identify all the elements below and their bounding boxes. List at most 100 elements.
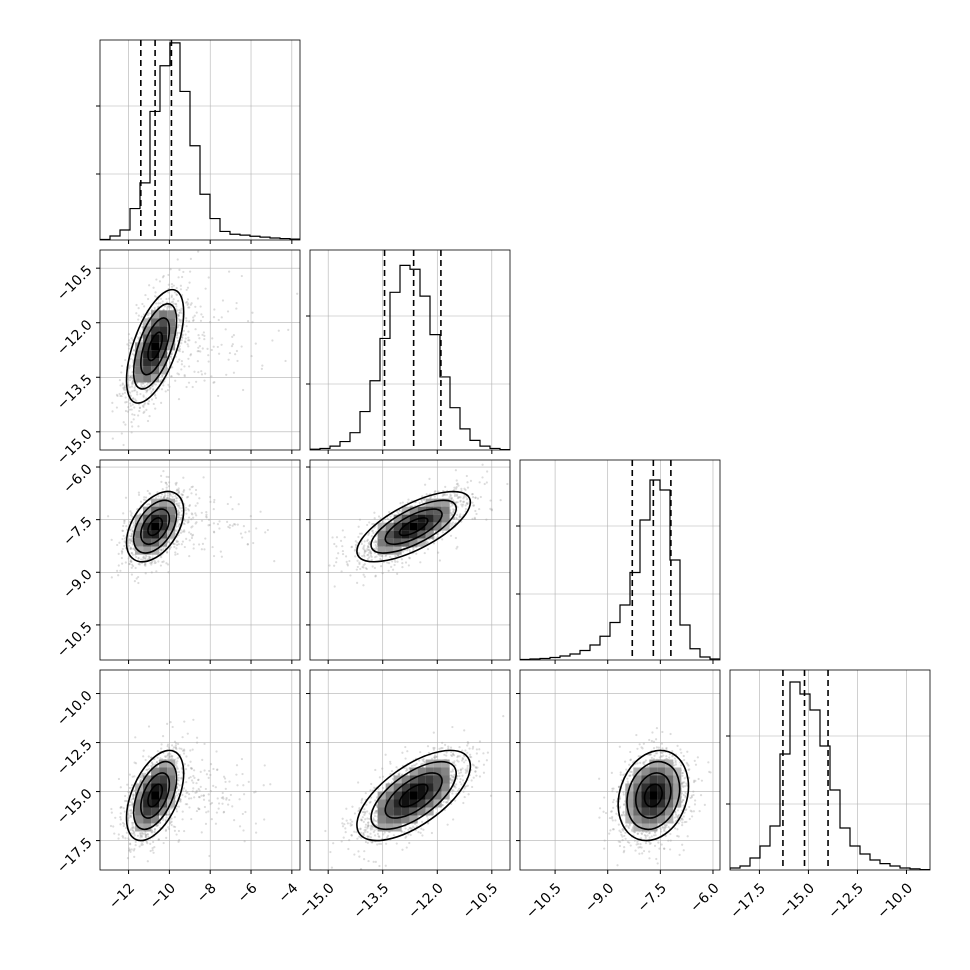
sample-point <box>178 784 181 787</box>
sample-point <box>192 316 195 319</box>
sample-point <box>413 546 416 549</box>
sample-point <box>177 349 180 352</box>
sample-point <box>232 334 236 337</box>
sample-point <box>148 503 151 506</box>
sample-point <box>177 324 180 327</box>
sample-point <box>185 537 188 540</box>
sample-point <box>174 746 177 749</box>
sample-point <box>367 553 370 556</box>
sample-point <box>177 756 180 759</box>
sample-point <box>202 331 205 334</box>
sample-point <box>437 551 440 554</box>
sample-point <box>341 529 344 532</box>
sample-point <box>203 338 206 341</box>
sample-point <box>148 555 152 559</box>
sample-point <box>119 816 122 819</box>
sample-point <box>143 402 147 405</box>
sample-point <box>296 292 299 295</box>
sample-point <box>251 321 254 324</box>
sample-point <box>442 489 445 493</box>
sample-point <box>246 543 249 546</box>
contour-line <box>140 508 171 546</box>
sample-point <box>231 524 234 527</box>
sample-point <box>271 339 274 342</box>
sample-point <box>130 385 134 388</box>
sample-point <box>185 288 188 292</box>
sample-point <box>129 394 132 397</box>
sample-point <box>176 309 179 312</box>
sample-point <box>178 268 181 271</box>
sample-point <box>452 510 455 513</box>
sample-point <box>149 849 152 853</box>
sample-point <box>331 536 334 539</box>
sample-point <box>128 378 132 382</box>
sample-point <box>192 516 195 519</box>
sample-point <box>190 518 193 521</box>
sample-point <box>154 383 157 386</box>
sample-point <box>212 784 215 788</box>
sample-point <box>180 543 183 546</box>
sample-point <box>169 355 172 358</box>
sample-point <box>175 488 179 491</box>
sample-point <box>374 541 377 544</box>
sample-point <box>246 320 250 323</box>
sample-point <box>116 569 119 572</box>
sample-point <box>138 406 142 409</box>
sample-point <box>449 525 452 528</box>
sample-point <box>117 564 120 567</box>
sample-point <box>241 536 244 539</box>
sample-point <box>197 808 201 811</box>
sample-point <box>205 513 208 516</box>
sample-point <box>126 857 130 860</box>
sample-point <box>210 375 213 378</box>
sample-point <box>130 534 134 537</box>
sample-point <box>187 381 191 384</box>
sample-point <box>169 493 172 496</box>
sample-point <box>444 485 447 488</box>
sample-point <box>167 496 170 500</box>
sample-point <box>145 555 148 558</box>
sample-point <box>277 329 280 332</box>
sample-point <box>177 487 180 490</box>
sample-point <box>378 554 382 557</box>
sample-point <box>183 522 186 526</box>
sample-point <box>362 573 365 576</box>
density-cell <box>425 514 434 523</box>
sample-point <box>110 807 113 811</box>
sample-point <box>119 384 122 387</box>
sample-point <box>174 302 177 306</box>
sample-point <box>160 378 163 381</box>
density-cell <box>151 358 160 367</box>
sample-point <box>203 334 206 338</box>
sample-point <box>168 305 171 308</box>
sample-point <box>433 495 436 498</box>
sample-point <box>363 555 366 558</box>
sample-point <box>165 551 169 554</box>
sample-point <box>169 494 172 497</box>
sample-point <box>121 547 124 551</box>
sample-point <box>455 486 458 489</box>
sample-point <box>379 565 383 568</box>
sample-point <box>175 502 178 506</box>
sample-point <box>124 396 127 399</box>
sample-point <box>166 308 169 311</box>
sample-point <box>119 806 122 809</box>
sample-point <box>366 539 369 542</box>
sample-point <box>127 347 131 350</box>
sample-point <box>353 549 356 552</box>
sample-point <box>234 353 237 356</box>
density-cell <box>135 350 144 359</box>
sample-point <box>142 498 146 501</box>
sample-point <box>178 799 182 802</box>
sample-point <box>175 334 179 337</box>
sample-point <box>175 764 178 767</box>
sample-point <box>177 515 180 519</box>
sample-point <box>121 392 124 395</box>
sample-point <box>436 533 440 536</box>
sample-point <box>335 545 338 548</box>
sample-point <box>139 512 142 516</box>
sample-point <box>369 554 372 557</box>
sample-point <box>139 392 142 396</box>
sample-point <box>123 544 126 548</box>
sample-point <box>166 305 170 308</box>
